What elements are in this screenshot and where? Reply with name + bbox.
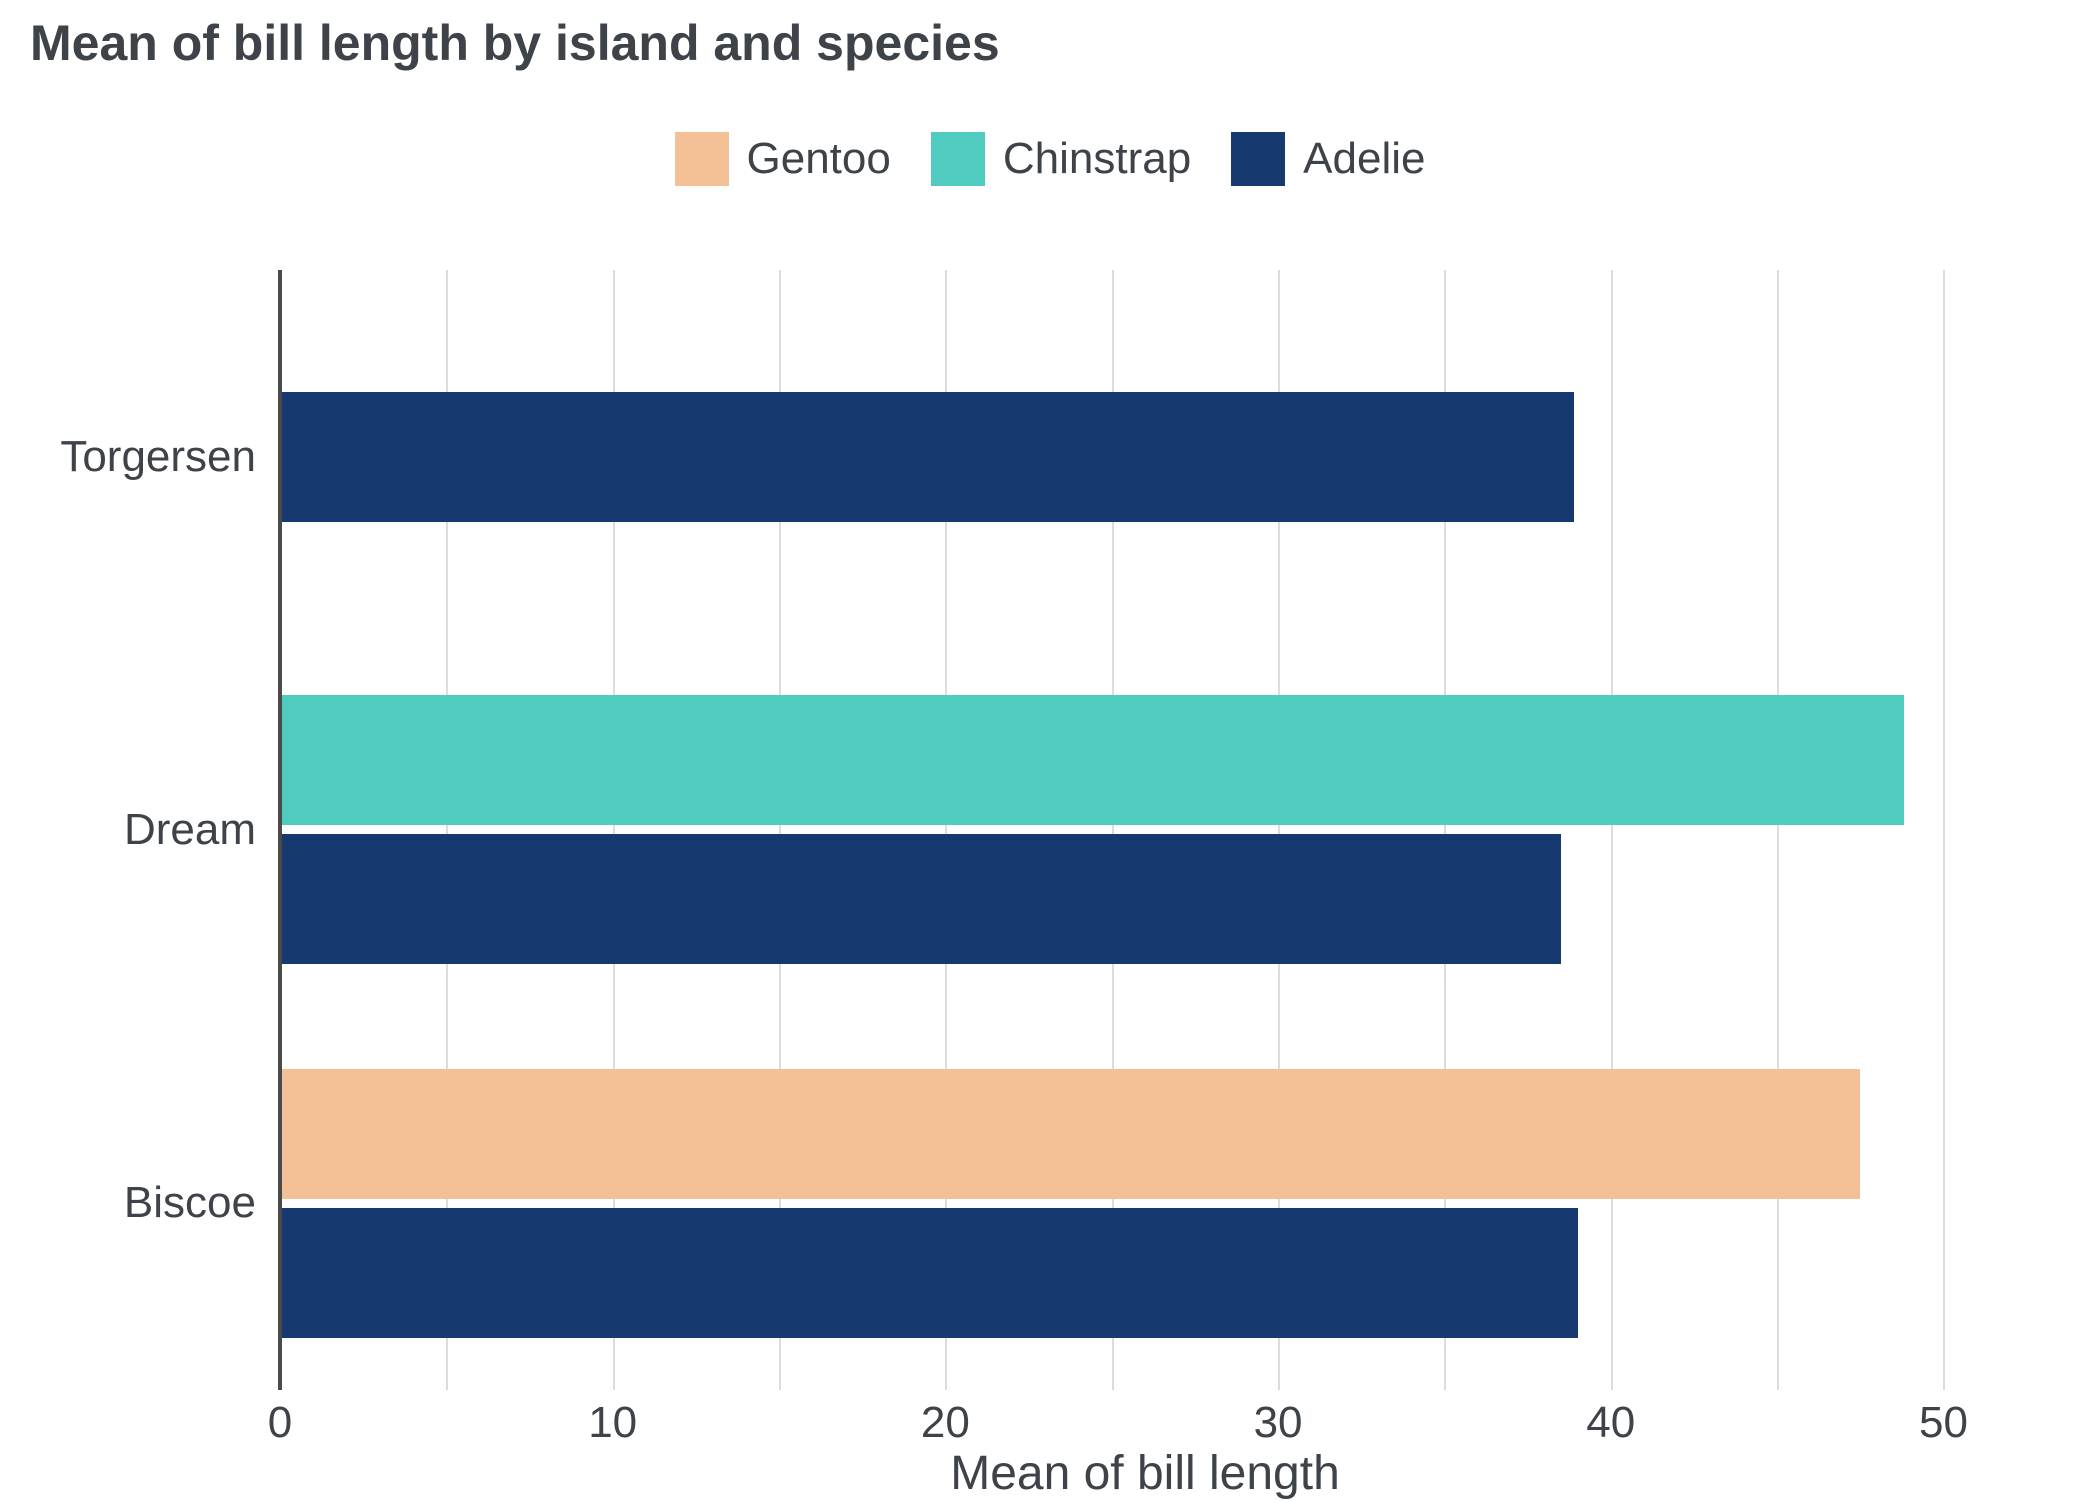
legend-label-chinstrap: Chinstrap — [1002, 134, 1192, 183]
gridline-x-15 — [779, 270, 782, 1390]
gridline-x-35 — [1444, 270, 1447, 1390]
x-tick-label-20: 20 — [920, 1398, 970, 1447]
plot-area — [278, 270, 2010, 1390]
legend-item-adelie: Adelie — [1231, 132, 1425, 186]
y-axis-line — [278, 270, 282, 1390]
legend-item-gentoo: Gentoo — [674, 132, 891, 186]
bar-biscoe-adelie — [280, 1207, 1578, 1338]
category-group-torgersen — [280, 270, 2010, 643]
category-label-biscoe: Biscoe — [123, 1178, 256, 1228]
gridline-x-10 — [612, 270, 615, 1390]
gridline-x-30 — [1278, 270, 1281, 1390]
x-tick-label-10: 10 — [588, 1398, 638, 1447]
bar-dream-chinstrap — [280, 695, 1904, 826]
legend-label-gentoo: Gentoo — [746, 134, 891, 183]
category-group-dream — [280, 643, 2010, 1016]
category-label-torgersen: Torgersen — [60, 431, 256, 481]
category-label-dream: Dream — [123, 805, 256, 854]
bar-dream-adelie — [280, 834, 1561, 965]
legend-swatch-chinstrap — [930, 132, 985, 186]
gridline-x-40 — [1610, 270, 1613, 1390]
y-axis-labels: Torgersen Dream Biscoe — [0, 270, 256, 1390]
chart-title: Mean of bill length by island and specie… — [30, 15, 1000, 71]
legend-item-chinstrap: Chinstrap — [930, 132, 1192, 186]
gridline-x-45 — [1777, 270, 1780, 1390]
legend-label-adelie: Adelie — [1303, 134, 1426, 183]
gridline-x-50 — [1943, 270, 1946, 1390]
gridline-x-5 — [446, 270, 449, 1390]
bar-biscoe-gentoo — [280, 1068, 1861, 1199]
gridline-x-25 — [1111, 270, 1114, 1390]
x-tick-label-30: 30 — [1253, 1398, 1303, 1447]
x-tick-label-40: 40 — [1586, 1398, 1636, 1447]
legend: Gentoo Chinstrap Adelie — [0, 132, 2100, 186]
legend-swatch-gentoo — [674, 132, 729, 186]
gridline-x-20 — [945, 270, 948, 1390]
legend-swatch-adelie — [1231, 132, 1286, 186]
x-axis-title: Mean of bill length — [950, 1447, 1340, 1500]
bar-torgersen-adelie — [280, 391, 1575, 522]
x-tick-label-50: 50 — [1918, 1398, 1968, 1447]
category-group-biscoe — [280, 1017, 2010, 1390]
x-tick-label-0: 0 — [267, 1398, 293, 1447]
